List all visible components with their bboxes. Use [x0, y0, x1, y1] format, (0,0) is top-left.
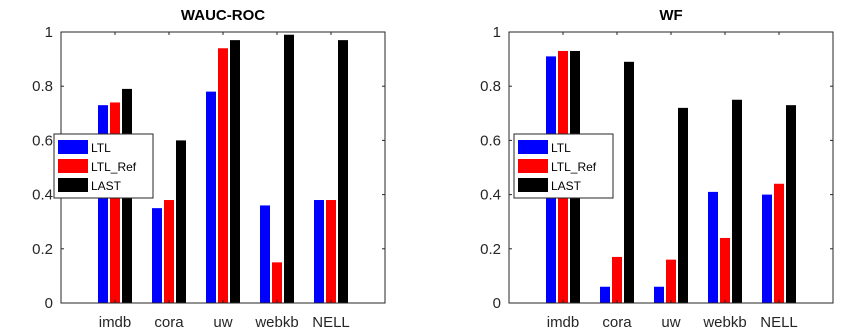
- legend-swatch-ltl: [58, 140, 88, 154]
- y-tick-label: 0.8: [480, 78, 501, 95]
- x-tick-label: cora: [602, 314, 632, 331]
- legend-swatch-ltl: [518, 140, 548, 154]
- y-tick-label: 0.2: [480, 241, 501, 258]
- legend-label: LAST: [91, 179, 122, 193]
- legend-swatch-ltl-ref: [58, 159, 88, 173]
- bar-cora-ltl-ref: [612, 256, 622, 303]
- y-tick-label: 0.2: [32, 241, 53, 258]
- bar-imdb-ltl-ref: [110, 102, 120, 304]
- legend-swatch-last: [58, 178, 88, 192]
- x-tick-label: cora: [154, 314, 184, 331]
- y-tick-label: 1: [45, 24, 53, 41]
- x-tick-label: uw: [661, 314, 680, 331]
- bar-cora-ltl: [152, 208, 162, 303]
- bar-NELL-ltl-ref: [774, 183, 784, 303]
- bar-uw-ltl: [206, 91, 216, 304]
- y-tick-label: 0.6: [32, 132, 53, 149]
- legend-swatch-last: [518, 178, 548, 192]
- bar-uw-last: [678, 107, 688, 303]
- bar-NELL-ltl-ref: [326, 200, 336, 303]
- bar-uw-ltl-ref: [218, 48, 228, 304]
- x-tick-label: webkb: [254, 314, 298, 331]
- bar-NELL-ltl: [314, 200, 324, 303]
- y-tick-label: 0.4: [480, 187, 501, 204]
- x-tick-label: uw: [213, 314, 232, 331]
- y-tick-label: 0.4: [32, 187, 53, 204]
- bar-uw-ltl: [654, 286, 664, 303]
- bar-webkb-ltl: [260, 205, 270, 303]
- legend-label: LTL_Ref: [551, 160, 597, 174]
- legend-label: LAST: [551, 179, 582, 193]
- chart-title: WAUC-ROC: [181, 7, 265, 24]
- bar-cora-last: [176, 140, 186, 303]
- bar-webkb-ltl-ref: [720, 237, 730, 303]
- bar-webkb-last: [284, 34, 294, 304]
- bar-cora-ltl-ref: [164, 200, 174, 303]
- y-tick-label: 1: [493, 24, 501, 41]
- bar-uw-last: [230, 40, 240, 303]
- y-tick-label: 0: [45, 295, 53, 312]
- chart-title: WF: [659, 7, 682, 24]
- bar-webkb-ltl-ref: [272, 262, 282, 303]
- bar-NELL-last: [786, 105, 796, 303]
- x-tick-label: imdb: [99, 314, 132, 331]
- legend-label: LTL_Ref: [91, 160, 137, 174]
- x-tick-label: NELL: [312, 314, 350, 331]
- bar-imdb-ltl: [98, 105, 108, 303]
- y-tick-label: 0.8: [32, 78, 53, 95]
- y-tick-label: 0.6: [480, 132, 501, 149]
- y-tick-label: 0: [493, 295, 501, 312]
- bar-cora-ltl: [600, 286, 610, 303]
- bar-webkb-ltl: [708, 191, 718, 303]
- chart-panel-wauc-roc: WAUC-ROC imdb cora uw webkb NELL 0 0.2 0.4 0.6 0.8…: [32, 7, 386, 331]
- legend: LTL LTL_Ref LAST: [513, 133, 614, 199]
- bar-cora-last: [624, 61, 634, 304]
- bar-NELL-last: [338, 40, 348, 303]
- bar-NELL-ltl: [762, 194, 772, 303]
- axes-box: [508, 31, 834, 304]
- x-tick-label: imdb: [547, 314, 580, 331]
- x-tick-label: webkb: [702, 314, 746, 331]
- bar-webkb-last: [732, 99, 742, 303]
- legend-swatch-ltl-ref: [518, 159, 548, 173]
- x-tick-label: NELL: [760, 314, 798, 331]
- legend-label: LTL: [91, 141, 111, 155]
- legend: LTL LTL_Ref LAST: [53, 133, 154, 199]
- bar-uw-ltl-ref: [666, 259, 676, 303]
- legend-label: LTL: [551, 141, 571, 155]
